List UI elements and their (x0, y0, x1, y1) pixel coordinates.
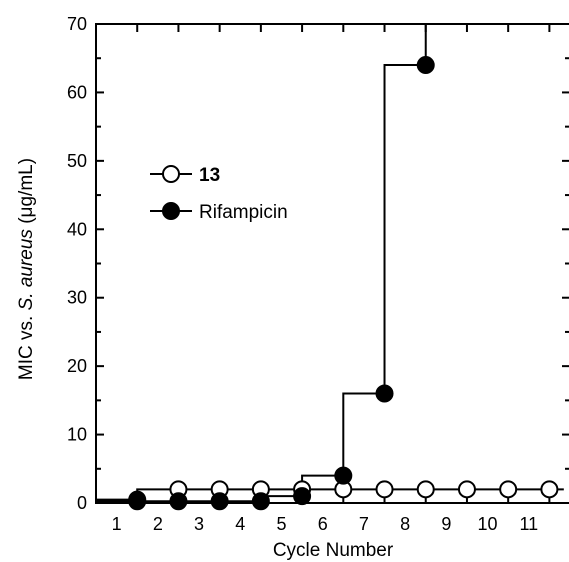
x-tick-label: 5 (276, 514, 286, 534)
x-tick-label: 2 (153, 514, 163, 534)
x-tick-label: 9 (441, 514, 451, 534)
data-point-rifampicin (251, 492, 270, 511)
y-axis-title: MIC vs. S. aureus (μg/mL) (16, 158, 37, 380)
x-tick-label: 11 (519, 514, 538, 534)
data-point-rifampicin (210, 492, 229, 511)
x-tick-label: 4 (235, 514, 245, 534)
y-axis-title-part-1: MIC vs. (16, 310, 37, 380)
x-axis-title: Cycle Number (273, 540, 394, 561)
x-tick-label: 8 (400, 514, 410, 534)
y-tick-label: 40 (67, 219, 87, 239)
plot-frame-group (95, 23, 569, 504)
data-point-rifampicin (375, 384, 394, 403)
x-tick-label: 10 (478, 514, 498, 534)
data-point-rifampicin (169, 492, 188, 511)
data-point-13 (416, 480, 435, 499)
x-tick-label: 3 (194, 514, 204, 534)
data-point-13 (457, 480, 476, 499)
y-tick-label: 0 (77, 493, 87, 513)
y-tick-label: 20 (67, 356, 87, 376)
y-tick-label: 10 (67, 425, 87, 445)
series-lines (96, 24, 564, 503)
x-tick-label: 1 (112, 514, 122, 534)
legend-label-series-13: 13 (199, 165, 220, 186)
legend-marker-series-rifampicin (162, 202, 180, 220)
y-tick-label: 30 (67, 288, 87, 308)
data-point-rifampicin (128, 492, 147, 511)
y-tick-label: 70 (67, 14, 87, 34)
series-line-rifampicin (96, 24, 427, 503)
data-point-rifampicin (293, 487, 312, 506)
data-point-rifampicin (334, 466, 353, 485)
data-point-13 (375, 480, 394, 499)
data-point-13 (499, 480, 518, 499)
y-tick-label: 50 (67, 151, 87, 171)
tick-labels: 0 10 20 30 40 50 60 70 1 2 3 4 5 6 7 8 9 10 11 (67, 14, 538, 534)
series-line-13 (96, 488, 564, 501)
x-tick-label: 6 (318, 514, 328, 534)
series-markers (128, 56, 559, 511)
y-axis-title-part-3: (μg/mL) (16, 158, 37, 229)
legend-marker-series-13 (162, 165, 180, 183)
legend: 13 Rifampicin (150, 165, 288, 223)
x-tick-label: 7 (359, 514, 369, 534)
data-point-rifampicin (416, 56, 435, 75)
legend-label-series-rifampicin: Rifampicin (199, 202, 288, 223)
y-tick-label: 60 (67, 82, 87, 102)
y-axis-title-part-2: S. aureus (16, 229, 37, 311)
data-point-13 (540, 480, 559, 499)
plot-frame (95, 23, 569, 504)
